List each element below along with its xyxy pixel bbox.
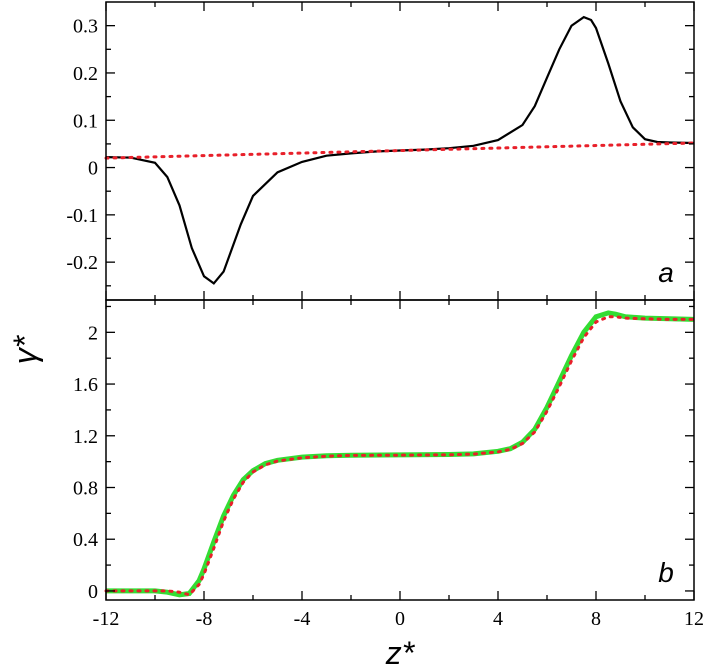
panel-b-ytick-label: 2 — [88, 322, 98, 344]
panel-b-series-1-line — [104, 315, 696, 597]
panel-a-letter: a — [658, 257, 674, 288]
x-tick-label: -4 — [294, 608, 311, 630]
panel-a: -0.2 -0.1 0 0.1 0.2 0.3 a — [66, 1, 696, 301]
panel-a-ytick-label: 0.3 — [73, 16, 98, 38]
panel-a-series-1-line — [104, 141, 696, 160]
panel-a-ytick-label: -0.1 — [66, 205, 98, 227]
panel-a-ytick-label: 0.2 — [73, 63, 98, 85]
x-axis-title: z* — [385, 635, 416, 671]
x-tick-label: -12 — [93, 608, 120, 630]
panel-a-series-0-line — [105, 15, 695, 285]
x-tick-label: -8 — [196, 608, 213, 630]
panel-b: 0 0.4 0.8 1.2 1.6 2 -12 -8 -4 0 4 8 12 b — [73, 299, 704, 630]
y-axis-title: γ* — [7, 334, 43, 364]
x-tick-label: 12 — [684, 608, 704, 630]
panel-b-series-0-line — [106, 310, 695, 598]
x-tick-label: 8 — [591, 608, 601, 630]
panel-b-letter: b — [658, 557, 674, 588]
x-tick-label: 4 — [493, 608, 503, 630]
panel-a-ytick-label: 0.1 — [73, 110, 98, 132]
panel-b-ytick-label: 0.4 — [73, 529, 98, 551]
panel-b-ytick-label: 1.6 — [73, 374, 98, 396]
panel-a-ytick-label: -0.2 — [66, 252, 98, 274]
panel-b-ytick-label: 0.8 — [73, 478, 98, 500]
x-tick-label: 0 — [395, 608, 405, 630]
panel-b-ytick-label: 0 — [88, 581, 98, 603]
panel-b-frame — [105, 299, 695, 601]
panel-a-ytick-label: 0 — [88, 158, 98, 180]
panel-b-ytick-label: 1.2 — [73, 426, 98, 448]
